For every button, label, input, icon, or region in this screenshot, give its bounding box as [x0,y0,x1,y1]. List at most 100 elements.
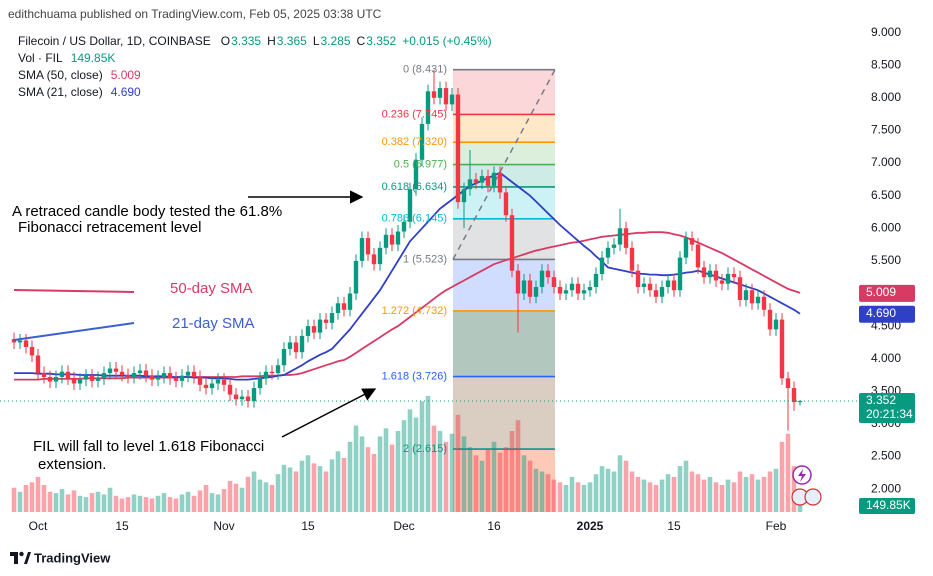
candle-body [635,270,641,287]
volume-bar [77,495,83,512]
volume-bar [629,471,635,512]
volume-bar [293,471,299,512]
candle-body [503,192,509,216]
volume-bar [119,498,125,512]
logo-mark [24,552,31,564]
fib-label: 0.786 (6.145) [382,213,447,225]
volume-bar [443,441,449,512]
volume-bar [209,493,215,512]
volume-bar [743,476,749,512]
candle-body [575,283,581,294]
candle-body [419,123,425,160]
volume-bar [611,471,617,512]
volume-bar [131,494,137,512]
candle-body [413,159,419,190]
legend-text: 149.85K [71,51,116,65]
candle-body [497,172,503,193]
candle-body [281,348,287,366]
candle-body [239,396,245,400]
volume-bar [653,485,659,512]
candle-body [41,373,47,377]
fib-label: 1.618 (3.726) [382,371,447,383]
volume-bar [197,490,203,512]
candle-body [617,228,623,245]
fib-trend-line [452,69,556,260]
volume-bar [539,471,545,512]
candle-body [209,383,215,389]
x-tick-label: Dec [393,519,414,533]
fib-label: 0.618 (6.634) [382,181,447,193]
volume-bar [755,479,761,512]
fib-zone [453,259,555,311]
legend-text: 3.352 [366,34,396,48]
candle-body [155,376,161,380]
candle-body [137,370,143,374]
volume-bar [227,480,233,512]
fib-zone [453,449,555,512]
volume-bar [515,420,521,512]
candle-body [467,179,473,190]
volume-bar [83,497,89,512]
candle-body [473,179,479,183]
candle-body [389,234,395,245]
candle-body [227,384,233,395]
fib-zone [453,69,555,115]
volume-bar [587,482,593,512]
candle-body [305,326,311,336]
candle-body [167,373,173,379]
candle-body [587,286,593,291]
volume-bar [59,489,65,512]
candle-body [767,309,773,330]
volume-bar [101,494,107,512]
annotation-arrow [281,388,377,438]
candle-body [149,375,155,380]
volume-bar [323,471,329,512]
volume-bar [707,476,713,512]
volume-bar [341,458,347,512]
event-icon[interactable] [804,488,822,506]
candle-body [545,270,551,278]
candle-body [569,283,575,291]
volume-bar [143,497,149,512]
fib-label: 0.382 (7.320) [382,136,447,148]
volume-bar [53,493,59,512]
candle-body [101,373,107,379]
candle-body [605,247,611,258]
candle-body [539,270,545,287]
fib-label: 0 (8.431) [403,64,447,76]
candle-body [371,254,377,265]
volume-bar [305,455,311,512]
volume-bar [569,476,575,512]
volume-bar [167,497,173,512]
volume-bar [107,487,113,512]
annotation-text: extension. [38,456,106,473]
candle-body [455,94,461,203]
candle-body [599,257,605,274]
volume-bar [371,453,377,512]
volume-bar [545,474,551,512]
candle-body [329,313,335,323]
volume-bar [203,485,209,512]
candle-body [695,244,701,268]
volume-bar [41,485,47,512]
candle-body [731,273,737,278]
price-tag-text: 5.009 [866,285,896,299]
volume-bar [35,476,41,512]
price-tag-text: 4.690 [866,306,896,320]
candle-body [395,231,401,245]
volume-bar [215,494,221,512]
legend-text: SMA (50, close) [18,68,103,82]
annotation-line [13,322,135,341]
candle-body [749,290,755,304]
volume-bar [689,471,695,512]
candle-body [275,365,281,374]
candle-body [509,215,515,271]
volume-bar [659,479,665,512]
candle-body [257,378,263,389]
candle-body [515,270,521,294]
legend-text: 4.690 [111,85,141,99]
price-tag [859,284,915,302]
brand-logo[interactable]: TradingView [10,550,111,565]
volume-bar [497,452,503,512]
candle-body [287,342,293,349]
